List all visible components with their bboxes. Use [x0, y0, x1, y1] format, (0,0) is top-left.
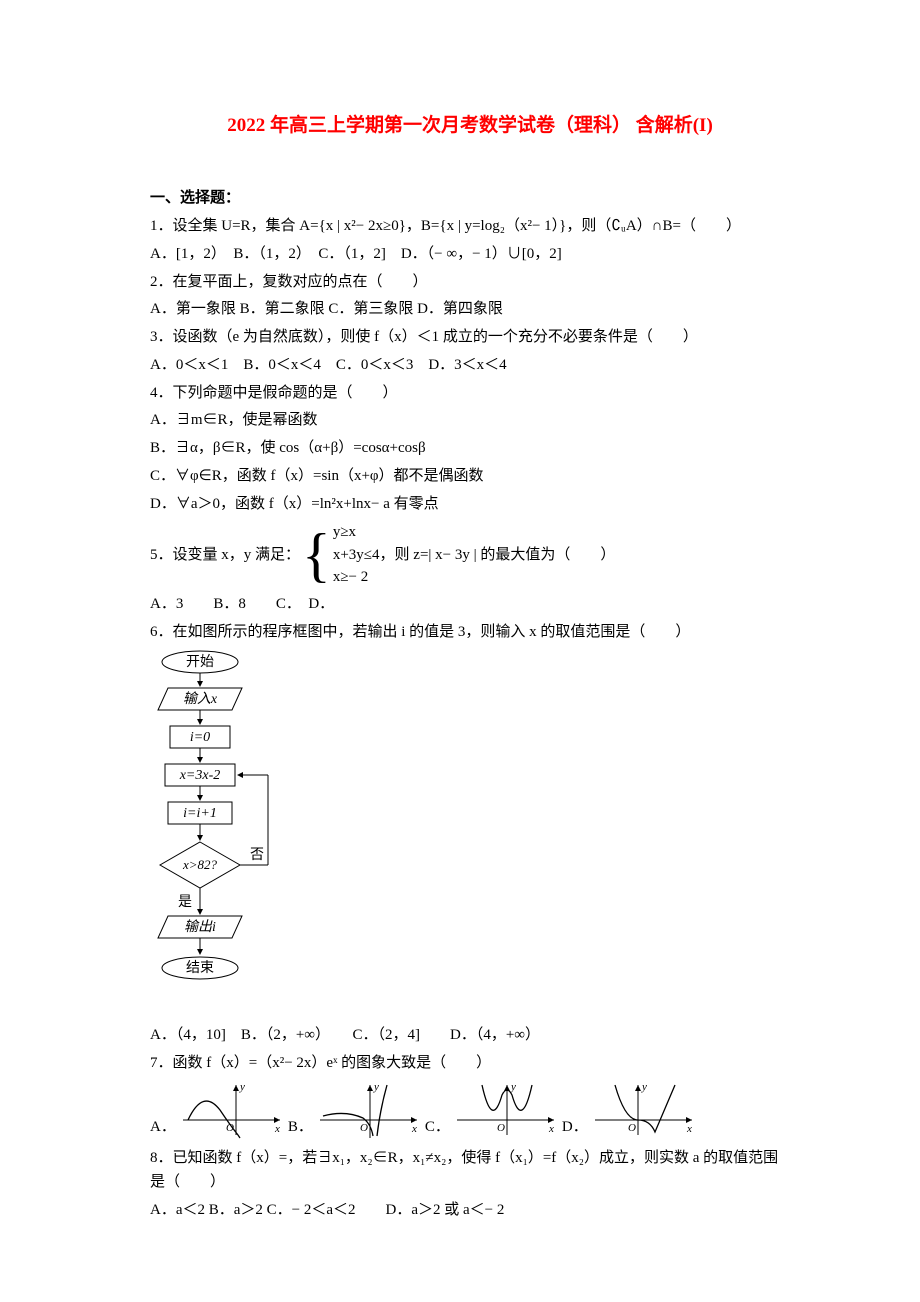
q4-a: A．∃m∈R，使是幂函数	[150, 408, 790, 433]
svg-text:y: y	[239, 1081, 245, 1093]
q8-options: A．a＜2 B．a＞2 C．− 2＜a＜2 D．a＞2 或 a＜− 2	[150, 1198, 790, 1223]
svg-text:O: O	[497, 1122, 505, 1134]
q7-d: D． y x O	[562, 1080, 700, 1140]
flowchart-svg: 开始 输入x i=0 x=3x-2 i=i+1 x>82? 否 是 输出i	[150, 650, 290, 1010]
q7-b-label: B．	[288, 1115, 313, 1140]
svg-text:y: y	[510, 1081, 516, 1093]
q2-options: A．第一象限 B．第二象限 C．第三象限 D．第四象限	[150, 297, 790, 322]
q1-options: A．[1，2） B．（1，2） C．（1，2] D．（− ∞，− 1）∪[0，2…	[150, 242, 790, 267]
q5-options: A．3 B．8 C． D．	[150, 592, 790, 617]
section-header: 一、选择题：	[150, 186, 790, 211]
q5-s3: x≥− 2	[333, 566, 380, 589]
q5-lead: 5．设变量 x，y 满足：	[150, 543, 300, 568]
fc-n3: i=i+1	[183, 806, 217, 821]
q7-a-label: A．	[150, 1115, 176, 1140]
q4-c: C．∀φ∈R，函数 f（x）=sin（x+φ）都不是偶函数	[150, 464, 790, 489]
q7-graphs: A． y x O B． y x O C． y x O	[150, 1080, 790, 1140]
svg-text:x: x	[548, 1123, 554, 1135]
q1-text: 1．设全集 U=R，集合 A={x | x²− 2x≥0}，B={x | y=l…	[150, 214, 790, 239]
q5-system: y≥x x+3y≤4 x≥− 2	[333, 521, 380, 589]
q2-text: 2．在复平面上，复数对应的点在（ ）	[150, 270, 790, 295]
q7-b: B． y x O	[288, 1080, 425, 1140]
q3-options: A．0＜x＜1 B．0＜x＜4 C．0＜x＜3 D．3＜x＜4	[150, 353, 790, 378]
fc-end: 结束	[186, 960, 214, 976]
q7-c-label: C．	[425, 1115, 450, 1140]
svg-text:x: x	[274, 1123, 280, 1135]
q5-s2: x+3y≤4	[333, 544, 380, 567]
fc-n1: i=0	[190, 730, 210, 745]
fc-cond: x>82?	[182, 857, 218, 872]
q4-b: B．∃α，β∈R，使 cos（α+β）=cosα+cosβ	[150, 436, 790, 461]
fc-input: 输入x	[183, 691, 218, 707]
flowchart: 开始 输入x i=0 x=3x-2 i=i+1 x>82? 否 是 输出i	[150, 650, 790, 1019]
q4-text: 4．下列命题中是假命题的是（ ）	[150, 381, 790, 406]
fc-out: 输出i	[184, 919, 216, 935]
q3-text: 3．设函数（e 为自然底数），则使 f（x）＜1 成立的一个充分不必要条件是（ …	[150, 325, 790, 350]
svg-text:y: y	[373, 1081, 379, 1093]
q4-d: D．∀a＞0，函数 f（x）=ln²x+lnx− a 有零点	[150, 492, 790, 517]
svg-text:x: x	[686, 1123, 692, 1135]
svg-text:y: y	[641, 1081, 647, 1093]
brace-icon: {	[302, 525, 331, 585]
fc-no: 否	[250, 848, 264, 863]
q6-options: A．（4，10] B．（2，+∞） C．（2，4] D．（4，+∞）	[150, 1023, 790, 1048]
q7-c: C． y x O	[425, 1080, 562, 1140]
fc-start: 开始	[186, 654, 214, 670]
q8-text: 8．已知函数 f（x）=，若∃x₁，x₂∈R，x₁≠x₂，使得 f（x₁）=f（…	[150, 1146, 790, 1196]
svg-text:x: x	[411, 1123, 417, 1135]
exam-title: 2022 年高三上学期第一次月考数学试卷（理科） 含解析(I)	[150, 110, 790, 141]
q5-tail: ，则 z=| x− 3y | 的最大值为（ ）	[380, 543, 616, 568]
q7-a: A． y x O	[150, 1080, 288, 1140]
q7-text: 7．函数 f（x）=（x²− 2x）eˣ 的图象大致是（ ）	[150, 1051, 790, 1076]
q7-d-label: D．	[562, 1115, 588, 1140]
q6-text: 6．在如图所示的程序框图中，若输出 i 的值是 3，则输入 x 的取值范围是（ …	[150, 620, 790, 645]
fc-n2: x=3x-2	[179, 768, 221, 783]
svg-text:O: O	[628, 1122, 636, 1134]
q5-s1: y≥x	[333, 521, 380, 544]
fc-yes: 是	[178, 895, 192, 910]
svg-text:O: O	[360, 1122, 368, 1134]
q5-wrap: 5．设变量 x，y 满足： { y≥x x+3y≤4 x≥− 2 ，则 z=| …	[150, 521, 790, 589]
